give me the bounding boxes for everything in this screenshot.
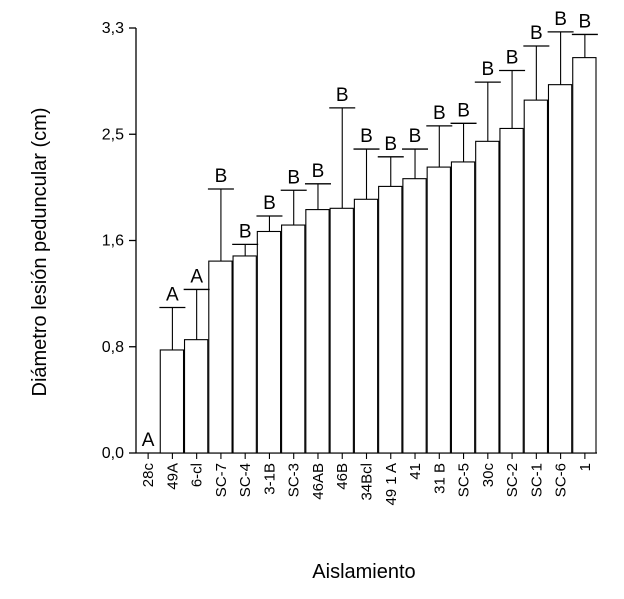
bar [475,140,500,454]
x-tick-label: 31 B [431,463,448,494]
bar [523,99,549,454]
bar [426,166,451,454]
significance-letter: B [433,103,446,124]
significance-letter: B [554,9,567,30]
y-tick-label: 0,8 [102,339,124,356]
x-tick-label: 46AB [310,463,327,500]
x-tick-label: 6-cl [189,463,206,487]
significance-letter: B [360,126,373,147]
bar [499,127,524,454]
bar [159,349,185,454]
bar [305,209,330,454]
significance-letter: B [384,134,397,155]
x-tick-label: 46B [334,463,351,490]
bar [402,178,427,454]
x-tick-label: SC-3 [286,463,303,497]
bar [256,230,282,454]
significance-letter: B [579,11,592,32]
bar [281,224,306,454]
bar [183,339,209,454]
significance-letter: A [166,284,179,305]
significance-letter: B [481,59,494,80]
significance-letter: B [530,23,543,44]
y-axis-title: Diámetro lesión peduncular (cm) [29,107,51,396]
x-axis-title: Aislamiento [312,561,415,583]
x-tick-label: 30c [480,463,497,488]
bar [353,198,379,454]
x-tick-label: SC-4 [237,463,254,497]
x-tick-label: SC-2 [504,463,521,497]
significance-letter: B [409,126,422,147]
y-tick-label: 3,3 [102,20,124,37]
x-tick-label: SC-6 [553,463,570,497]
x-tick-label: 34Bcl [359,463,376,501]
y-tick-label: 0,0 [102,445,124,462]
significance-letter: B [239,221,252,242]
significance-letter: B [506,48,519,69]
significance-letter: B [457,100,470,121]
bar [232,255,257,454]
y-tick-label: 2,5 [102,126,124,143]
significance-letter: A [142,430,155,451]
bar [378,185,403,454]
x-tick-label: 49 1 A [383,463,400,506]
bar [450,161,476,454]
bar [572,57,597,454]
bar [547,84,573,454]
bar [329,207,354,454]
significance-letter: B [287,167,300,188]
x-tick-label: 1 [577,463,594,471]
x-tick-label: 41 [407,463,424,480]
y-tick-label: 1,6 [102,233,124,250]
x-axis-ticks: 28c 49A 6-cl SC-7 SC-4 3-1B SC-3 46AB 46B 34Bcl 49… [140,453,594,506]
bars [159,57,597,454]
error-bars [159,31,598,350]
significance-letter: A [190,266,203,287]
x-tick-label: SC-1 [528,463,545,497]
x-tick-label: SC-5 [456,463,473,497]
significance-letter: B [215,166,228,187]
significance-letter: B [336,85,349,106]
y-axis-ticks: 0,0 0,8 1,6 2,5 3,3 [102,20,136,462]
x-tick-label: 3-1B [261,463,278,495]
significance-letter: B [312,161,325,182]
significance-letter: B [263,193,276,214]
x-tick-label: 49A [164,463,181,490]
x-tick-label: 28c [140,463,157,488]
x-tick-label: SC-7 [213,463,230,497]
bar [208,260,233,454]
